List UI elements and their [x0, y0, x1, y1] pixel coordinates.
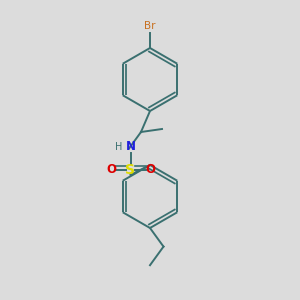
Text: O: O: [145, 163, 155, 176]
Text: H: H: [115, 142, 122, 152]
Text: Br: Br: [144, 21, 156, 31]
Text: O: O: [106, 163, 116, 176]
Text: N: N: [125, 140, 136, 154]
Text: S: S: [125, 163, 136, 176]
